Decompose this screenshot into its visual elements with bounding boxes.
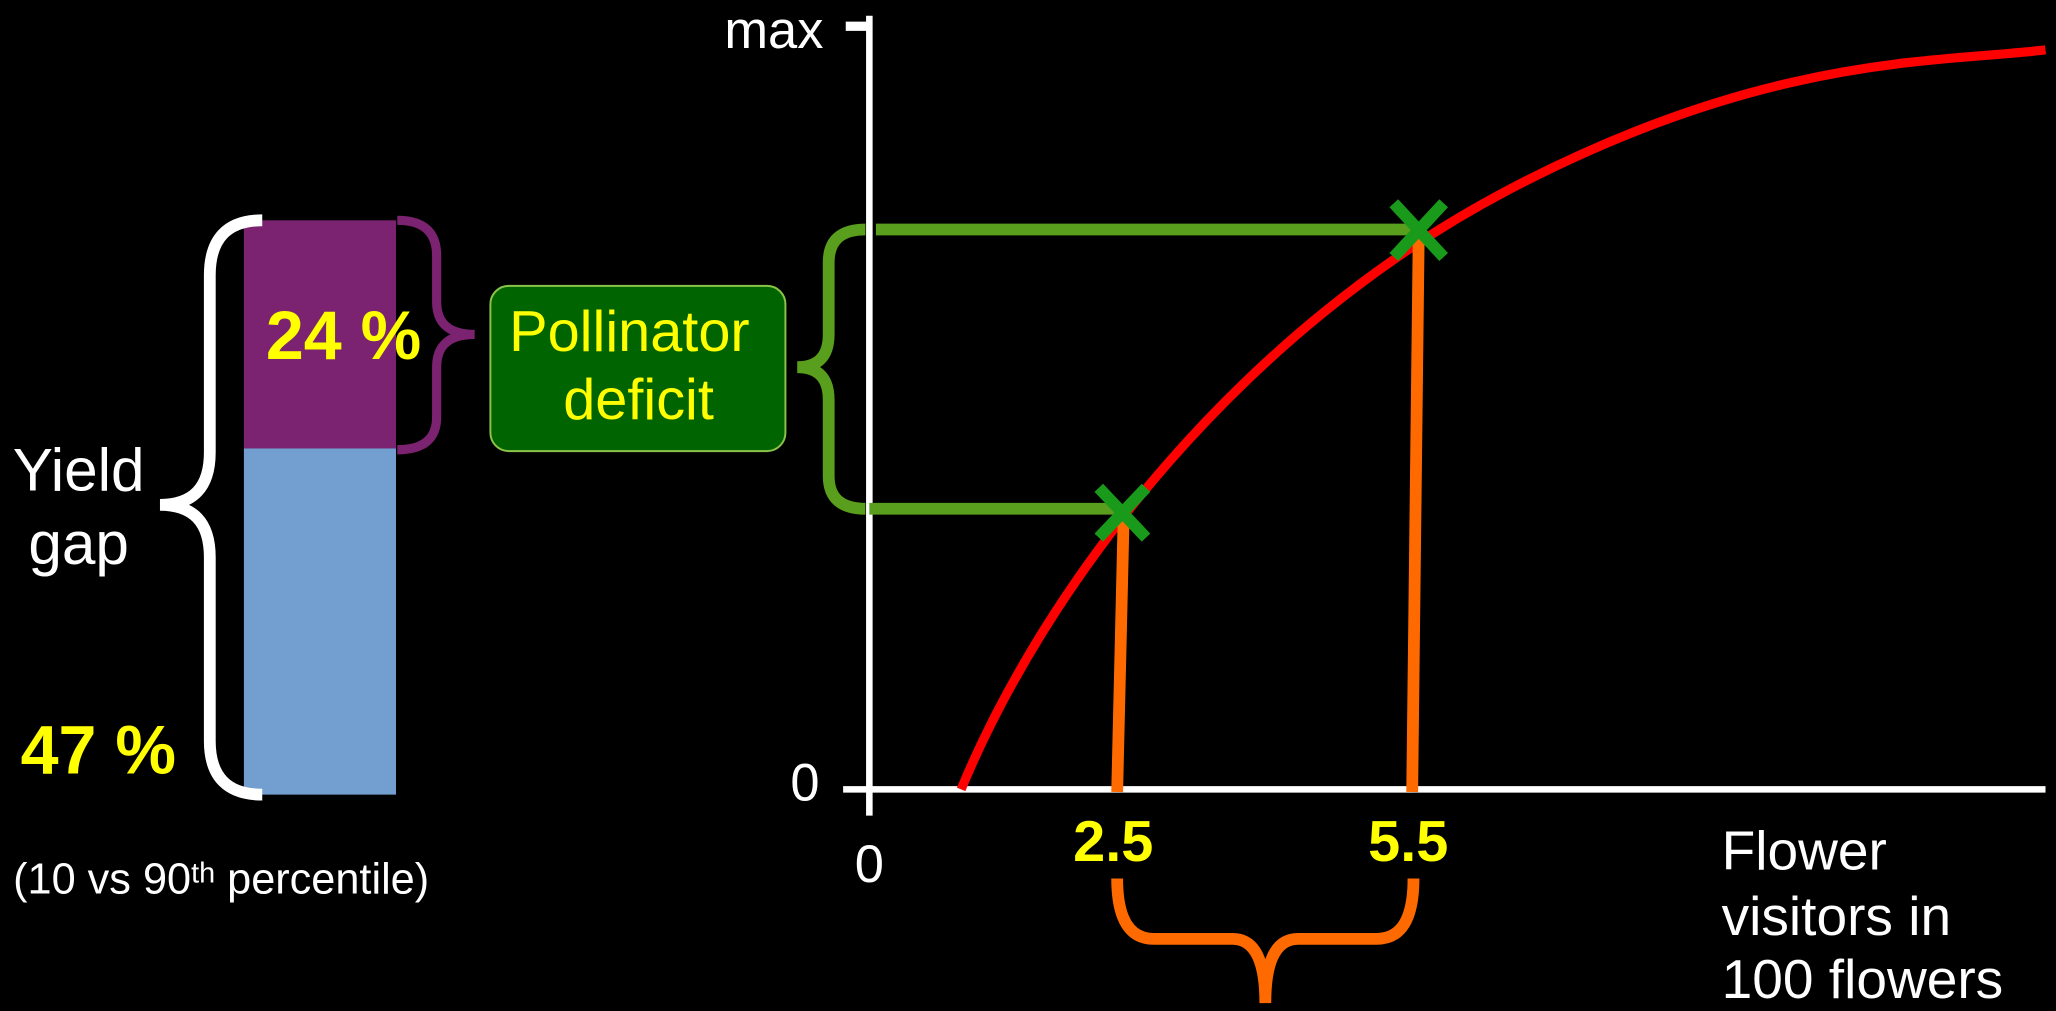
low-drop-line <box>1111 513 1130 793</box>
yield-gap-label: Yield <box>13 436 145 504</box>
y-top-label: max <box>724 2 823 60</box>
x-axis-label: visitors in <box>1722 885 1951 947</box>
mark-label: 5.5 <box>1368 810 1448 874</box>
deficit-brace <box>796 223 866 515</box>
x-axis-label: 100 flowers <box>1722 948 2004 1010</box>
total-gap: 47 % <box>21 712 176 788</box>
note-text: (10 vs 90 <box>13 856 191 904</box>
x-zero-label: 0 <box>855 836 884 894</box>
deficit-box <box>489 284 787 453</box>
deficit-label: Pollinator <box>509 300 750 364</box>
high-point-marker <box>1389 199 1448 262</box>
mark-label: 2.5 <box>1073 810 1153 874</box>
x-axis-label: Flower <box>1722 819 1887 881</box>
y-zero-label: 0 <box>790 755 819 813</box>
visitor-brace <box>1111 878 1420 1004</box>
yield-curve <box>956 45 2047 792</box>
low-point-marker <box>1094 483 1151 542</box>
yield-gap-brace <box>159 214 263 801</box>
percentile-note: (10 vs 90th percentile) <box>13 856 429 904</box>
high-drop-line <box>1406 232 1425 793</box>
yield-gap-label: gap <box>28 509 129 577</box>
pollinator-segment <box>243 220 396 449</box>
other-segment <box>243 448 396 795</box>
deficit-label: deficit <box>563 368 714 432</box>
pollinator-brace <box>397 215 475 455</box>
note-text: percentile) <box>215 856 429 904</box>
pollinator-share: 24 % <box>266 298 421 374</box>
note-superscript: th <box>191 857 215 889</box>
